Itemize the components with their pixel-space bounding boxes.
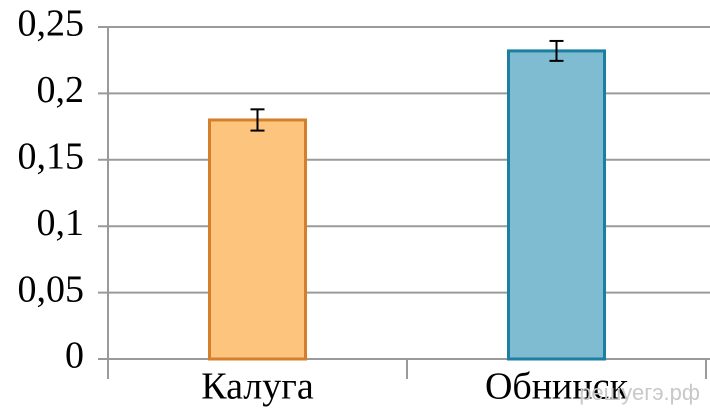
y-tick-label: 0,05 — [18, 268, 85, 310]
watermark: решуегэ.рф — [579, 380, 700, 405]
error-bar — [549, 39, 564, 62]
y-tick-label: 0,25 — [18, 3, 85, 45]
y-tick-label: 0,2 — [37, 69, 85, 111]
y-tick-label: 0,1 — [37, 202, 85, 244]
y-tick-label: 0,15 — [18, 136, 85, 178]
error-bar — [250, 108, 265, 132]
x-tick-label: Калуга — [201, 366, 314, 408]
x-tick-label: Обнинск — [485, 366, 629, 408]
bar — [507, 49, 606, 361]
bar — [208, 118, 307, 361]
y-tick-label: 0 — [65, 335, 84, 377]
